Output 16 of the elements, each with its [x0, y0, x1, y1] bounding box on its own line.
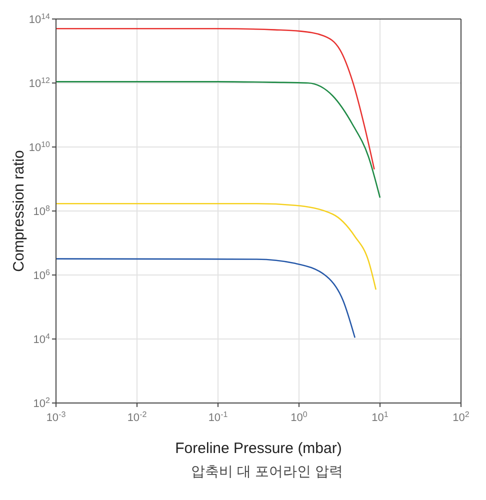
x-tick-label: 10$^{1}$ — [372, 410, 389, 424]
x-tick-label: 10$^{2}$ — [452, 410, 470, 424]
y-tick-label: 10$^{10}$ — [28, 140, 51, 154]
x-tick-label: 10$^{-2}$ — [127, 410, 148, 424]
x-tick-label: 10$^{-1}$ — [208, 410, 228, 424]
y-tick-label: 10$^{2}$ — [33, 396, 51, 410]
y-tick-label: 10$^{8}$ — [33, 204, 51, 218]
x-tick-label: 10$^{0}$ — [290, 410, 308, 424]
y-tick-label: 10$^{12}$ — [28, 76, 51, 90]
x-axis-title: Foreline Pressure (mbar) — [175, 440, 342, 457]
y-tick-label: 10$^{6}$ — [33, 268, 51, 282]
text: 압축비 대 포어라인 압력 — [190, 463, 344, 481]
y-axis-title: Compression ratio — [10, 150, 28, 272]
y-tick-label: 10$^{14}$ — [28, 12, 51, 26]
y-tick-label: 10$^{4}$ — [33, 332, 51, 346]
x-tick-label: 10$^{-3}$ — [46, 410, 66, 424]
